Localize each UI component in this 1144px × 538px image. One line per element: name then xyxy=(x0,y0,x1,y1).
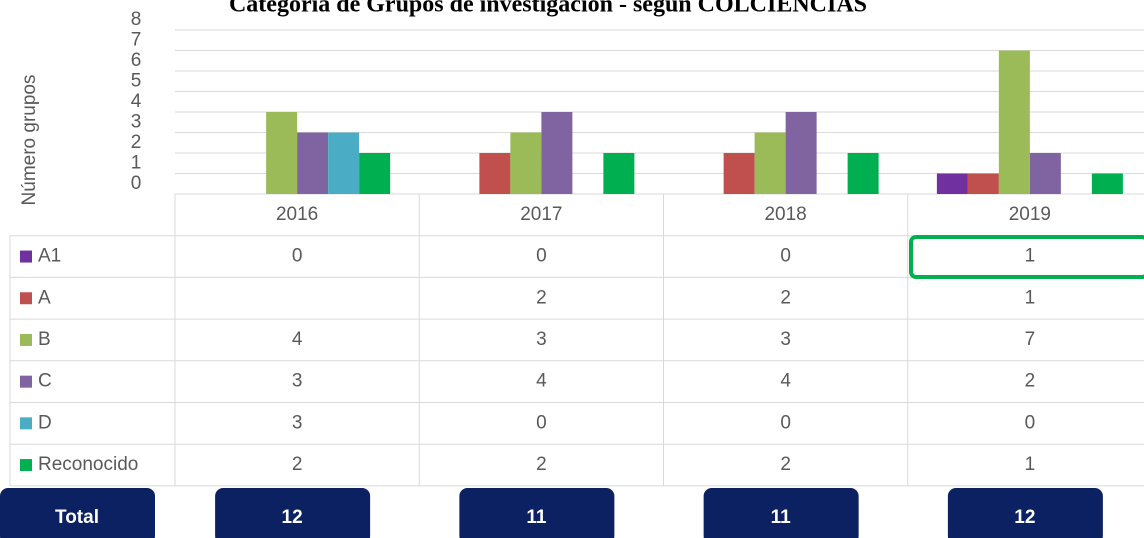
table-cell: 0 xyxy=(536,412,547,433)
table-cell: 1 xyxy=(1025,246,1036,267)
total-box xyxy=(459,488,615,538)
bar xyxy=(297,132,329,194)
legend-label: D xyxy=(38,412,52,433)
y-tick-label: 0 xyxy=(131,173,142,194)
table-cell: 4 xyxy=(292,329,303,350)
legend-label: Reconocido xyxy=(38,454,138,475)
bar xyxy=(541,112,573,194)
y-tick-label: 6 xyxy=(131,50,142,71)
bar xyxy=(723,153,755,194)
table-cell: 2 xyxy=(780,287,791,308)
table-cell: 3 xyxy=(536,329,547,350)
x-tick-label: 2016 xyxy=(276,204,318,225)
total-value: 12 xyxy=(1014,507,1035,528)
highlight-box xyxy=(909,235,1144,279)
bar xyxy=(328,132,360,194)
bar xyxy=(1029,153,1061,194)
bar xyxy=(603,153,635,194)
total-value: 12 xyxy=(282,507,303,528)
y-tick-label: 7 xyxy=(131,30,142,51)
table-cell: 4 xyxy=(536,371,547,392)
legend-swatch xyxy=(20,292,32,305)
total-value: 11 xyxy=(526,507,547,528)
chart-title: Categoría de Grupos de investigación - s… xyxy=(229,0,867,18)
y-axis-label: Número grupos xyxy=(19,75,40,206)
table-cell: 2 xyxy=(780,454,791,475)
legend-label: C xyxy=(38,371,52,392)
total-box xyxy=(215,488,371,538)
total-label: Total xyxy=(55,507,99,528)
table-cell: 2 xyxy=(536,454,547,475)
table-cell: 0 xyxy=(780,412,791,433)
y-tick-label: 8 xyxy=(131,9,142,30)
legend-swatch xyxy=(20,250,32,263)
legend-swatch xyxy=(20,459,32,472)
legend-label: A1 xyxy=(38,246,61,267)
y-tick-label: 3 xyxy=(131,112,142,133)
y-tick-label: 2 xyxy=(131,132,142,153)
y-tick-label: 1 xyxy=(131,153,142,174)
bar xyxy=(998,50,1030,194)
bar xyxy=(936,173,968,194)
table-cell: 1 xyxy=(1025,287,1036,308)
legend-swatch xyxy=(20,375,32,388)
total-box xyxy=(947,488,1103,538)
y-tick-label: 5 xyxy=(131,71,142,92)
total-box xyxy=(0,488,155,538)
bar xyxy=(510,132,542,194)
table-cell: 3 xyxy=(292,371,303,392)
total-box xyxy=(703,488,859,538)
bar xyxy=(754,132,786,194)
table-cell: 1 xyxy=(1025,454,1036,475)
bar xyxy=(479,153,511,194)
table-cell: 0 xyxy=(780,246,791,267)
y-tick-label: 4 xyxy=(131,91,142,112)
table-cell: 2 xyxy=(1025,371,1036,392)
bar xyxy=(266,112,298,194)
bar xyxy=(967,173,999,194)
x-tick-label: 2018 xyxy=(764,204,806,225)
table-cell: 2 xyxy=(292,454,303,475)
bar xyxy=(1091,173,1123,194)
table-cell: 2 xyxy=(536,287,547,308)
table-cell: 0 xyxy=(1025,412,1036,433)
table-cell: 0 xyxy=(292,246,303,267)
legend-label: B xyxy=(38,329,51,350)
legend-swatch xyxy=(20,417,32,430)
legend-swatch xyxy=(20,333,32,346)
table-cell: 3 xyxy=(780,329,791,350)
bar xyxy=(359,153,391,194)
x-tick-label: 2019 xyxy=(1009,204,1051,225)
bar xyxy=(847,153,879,194)
table-cell: 3 xyxy=(292,412,303,433)
table-cell: 0 xyxy=(536,246,547,267)
table-cell: 4 xyxy=(780,371,791,392)
total-value: 11 xyxy=(771,507,792,528)
x-tick-label: 2017 xyxy=(520,204,562,225)
legend-label: A xyxy=(38,287,51,308)
table-cell: 7 xyxy=(1025,329,1036,350)
bar xyxy=(785,112,817,194)
